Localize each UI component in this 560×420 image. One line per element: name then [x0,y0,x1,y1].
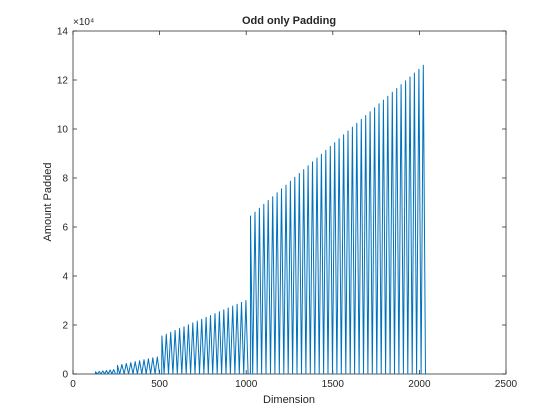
y-tick-label: 12 [57,76,69,87]
x-tick-label: 0 [70,379,76,390]
y-axis-label: Amount Padded [42,163,54,242]
chart-title: Odd only Padding [242,15,336,27]
y-tick-label: 4 [62,272,68,283]
x-tick-label: 2000 [408,379,431,390]
axes-box [72,30,507,375]
y-tick-label: 2 [62,321,68,332]
x-tick-label: 500 [151,379,168,390]
y-tick-label: 0 [62,370,68,381]
y-tick-label: 6 [62,223,68,234]
x-tick-label: 1000 [235,379,258,390]
x-tick-label: 2500 [495,379,518,390]
y-tick-label: 10 [57,125,69,136]
series-line [95,64,428,375]
x-axis-label: Dimension [263,394,315,406]
y-tick-label: 8 [62,174,68,185]
axis-ticks: 0 500 1000 1500 2000 2500 0 2 4 6 8 10 12 14 [57,27,518,391]
y-tick-label: 14 [57,27,69,38]
y-exponent-label: ×10⁴ [73,17,94,28]
plot-area: 0 500 1000 1500 2000 2500 0 2 4 6 8 10 12 14 [57,27,518,391]
x-tick-label: 1500 [322,379,345,390]
